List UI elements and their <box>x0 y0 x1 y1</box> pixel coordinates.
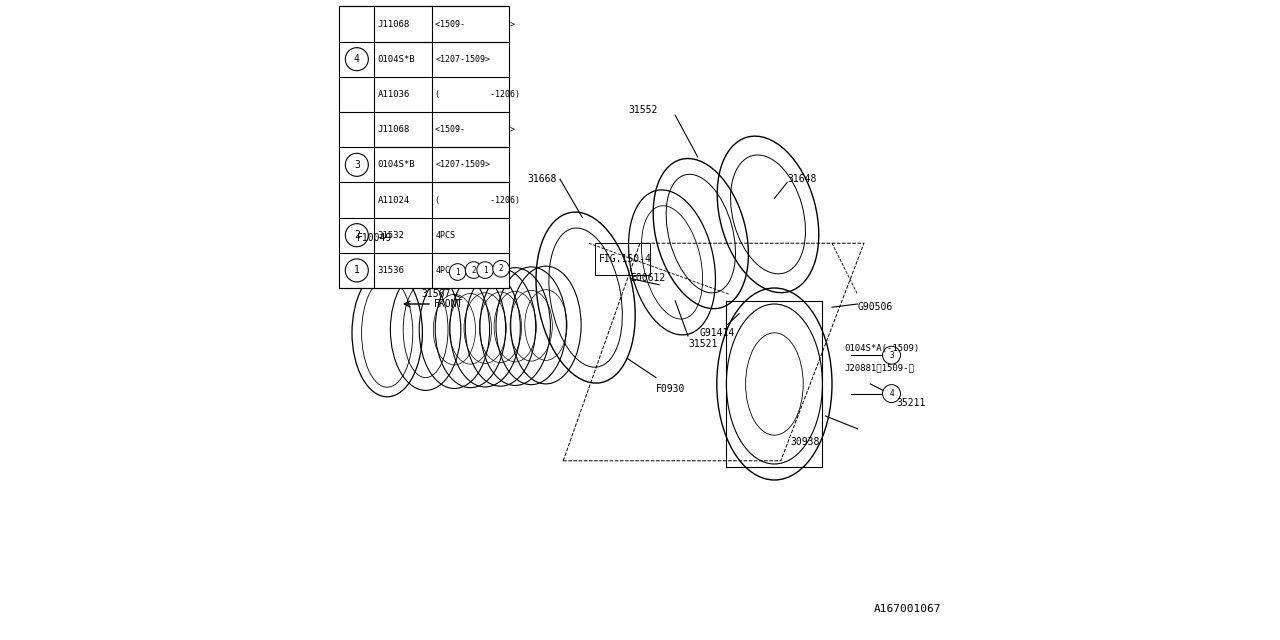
Text: FIG.150-4: FIG.150-4 <box>599 254 652 264</box>
Circle shape <box>883 385 901 403</box>
Text: 2: 2 <box>499 264 503 273</box>
Text: FRONT: FRONT <box>434 299 463 309</box>
Circle shape <box>346 154 369 177</box>
Text: 31521: 31521 <box>689 339 717 349</box>
Text: (          -1206): ( -1206) <box>435 195 520 205</box>
Text: (          -1206): ( -1206) <box>435 90 520 99</box>
Text: 31648: 31648 <box>787 174 817 184</box>
Text: 0104S*A(-1509): 0104S*A(-1509) <box>845 344 920 353</box>
Text: 4PCS: 4PCS <box>435 266 456 275</box>
Bar <box>595 243 650 275</box>
Text: 2: 2 <box>471 266 476 275</box>
Text: <1509-         >: <1509- > <box>435 19 516 29</box>
Text: A167001067: A167001067 <box>873 604 941 614</box>
Text: 31567: 31567 <box>422 289 452 300</box>
Text: 0104S*B: 0104S*B <box>378 160 415 170</box>
Text: 35211: 35211 <box>896 398 925 408</box>
Text: 3: 3 <box>890 351 893 360</box>
Text: J11068: J11068 <box>378 19 410 29</box>
Text: J11068: J11068 <box>378 125 410 134</box>
Text: 4PCS: 4PCS <box>435 230 456 240</box>
Circle shape <box>346 259 369 282</box>
Text: A11036: A11036 <box>378 90 410 99</box>
Circle shape <box>449 264 466 280</box>
Circle shape <box>883 346 901 364</box>
Text: F0930: F0930 <box>657 384 685 394</box>
Text: 0104S*B: 0104S*B <box>378 54 415 64</box>
Text: 30938: 30938 <box>791 436 819 447</box>
Text: 31668: 31668 <box>527 174 557 184</box>
Bar <box>339 6 509 288</box>
Text: <1207-1509>: <1207-1509> <box>435 54 490 64</box>
Circle shape <box>493 260 509 277</box>
Text: <1509-         >: <1509- > <box>435 125 516 134</box>
Text: G90506: G90506 <box>858 302 893 312</box>
Text: 2: 2 <box>353 230 360 240</box>
Text: 1: 1 <box>353 266 360 275</box>
Text: 1: 1 <box>456 268 460 276</box>
Circle shape <box>346 224 369 246</box>
Text: 31536: 31536 <box>378 266 404 275</box>
Circle shape <box>477 262 494 278</box>
Text: 4: 4 <box>353 54 360 64</box>
Text: 3: 3 <box>353 160 360 170</box>
Text: <1207-1509>: <1207-1509> <box>435 160 490 170</box>
Text: 1: 1 <box>483 266 488 275</box>
Text: E00612: E00612 <box>630 273 666 284</box>
Text: A11024: A11024 <box>378 195 410 205</box>
Text: 31532: 31532 <box>378 230 404 240</box>
Text: G91414: G91414 <box>699 328 735 338</box>
Text: F10049: F10049 <box>357 233 392 243</box>
Text: 4: 4 <box>890 389 893 398</box>
Text: 31552: 31552 <box>628 105 658 115</box>
Text: J20881（1509-）: J20881（1509-） <box>845 364 915 372</box>
Circle shape <box>466 262 483 278</box>
Circle shape <box>346 48 369 71</box>
